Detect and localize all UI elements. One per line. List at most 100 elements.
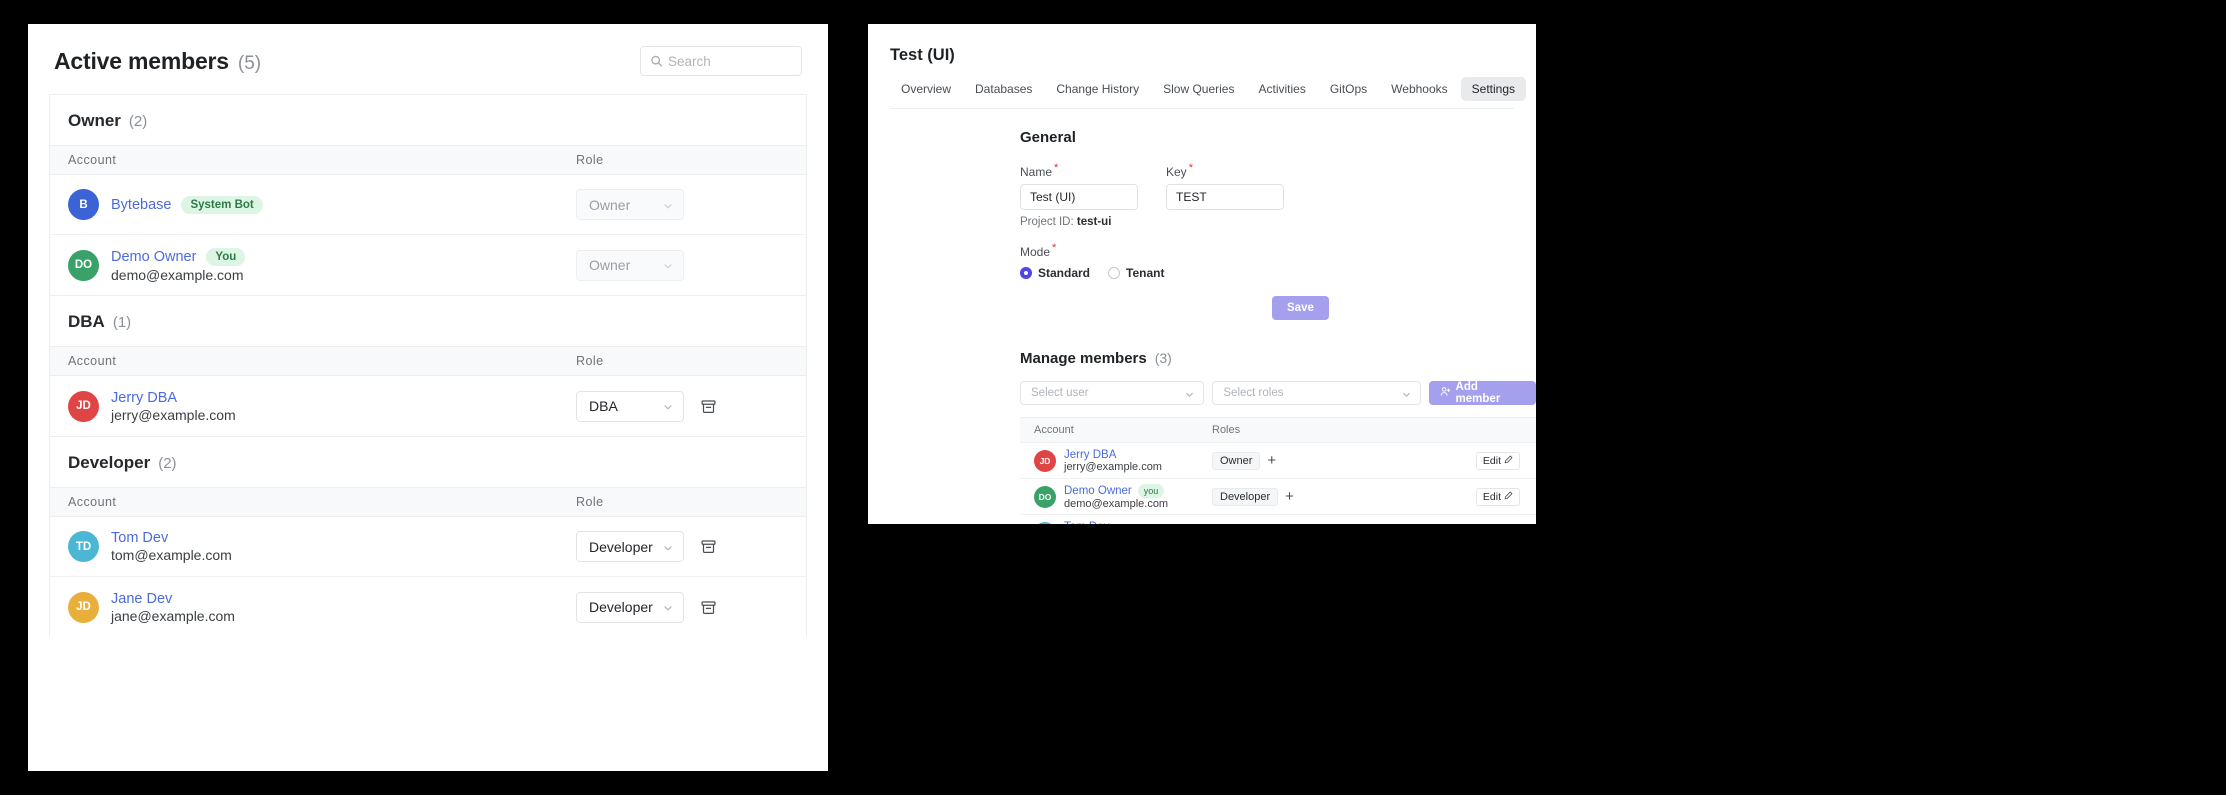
role-chip[interactable]: Developer bbox=[1212, 487, 1279, 506]
required-star: * bbox=[1188, 162, 1193, 174]
avatar: DO bbox=[68, 249, 99, 281]
save-row: Save bbox=[1020, 296, 1536, 320]
account-cell: JD Jerry DBA jerry@example.com bbox=[1020, 449, 1212, 473]
settings-body: General Name * Test (UI) Project ID: test… bbox=[868, 109, 1536, 524]
active-members-header: Active members (5) Search bbox=[28, 24, 828, 94]
role-dropdown[interactable]: Developer bbox=[576, 531, 684, 562]
tab-overview[interactable]: Overview bbox=[901, 82, 952, 96]
mode-radio-tenant[interactable]: Tenant bbox=[1108, 266, 1164, 280]
member-name-link[interactable]: Demo Owner bbox=[111, 248, 197, 265]
member-name-link[interactable]: Jerry DBA bbox=[1064, 448, 1117, 461]
name-label-text: Name bbox=[1020, 165, 1053, 179]
member-name-link[interactable]: Tom Dev bbox=[1064, 521, 1109, 524]
member-name-link[interactable]: Tom Dev bbox=[111, 530, 169, 546]
edit-icon bbox=[1504, 491, 1513, 503]
account-text: Bytebase System Bot bbox=[111, 195, 263, 214]
tab-activities[interactable]: Activities bbox=[1258, 82, 1306, 96]
role-chip[interactable]: Owner bbox=[1212, 451, 1261, 470]
name-label: Name * bbox=[1020, 162, 1138, 179]
table-row: DO Demo Owner you demo@example.com Developer… bbox=[1020, 479, 1536, 515]
select-roles-dropdown[interactable]: Select roles bbox=[1212, 381, 1421, 405]
save-button[interactable]: Save bbox=[1272, 296, 1329, 320]
manage-members-table-header: Account Roles bbox=[1020, 418, 1536, 443]
key-input-value: TEST bbox=[1176, 190, 1207, 204]
table-row: DO Demo Owner You demo@example.com Owner bbox=[50, 235, 806, 295]
account-text: Jane Dev jane@example.com bbox=[111, 591, 235, 624]
avatar: JD bbox=[68, 591, 99, 623]
search-placeholder: Search bbox=[668, 53, 711, 69]
member-name-link[interactable]: Jerry DBA bbox=[111, 389, 178, 406]
active-members-panel: Active members (5) Search Owner (2) Accoun… bbox=[28, 24, 828, 771]
key-input[interactable]: TEST bbox=[1166, 184, 1284, 210]
add-member-button[interactable]: Add member bbox=[1428, 381, 1536, 405]
key-field-group: Key * TEST bbox=[1166, 162, 1284, 228]
role-value: Developer bbox=[589, 538, 653, 555]
manage-members-controls: Select user Select roles bbox=[1020, 381, 1536, 405]
mode-label: Mode * bbox=[1020, 242, 1536, 259]
group-title: Owner (2) bbox=[50, 95, 806, 145]
delete-icon[interactable] bbox=[700, 398, 717, 415]
account-name-line: Demo Owner You bbox=[111, 247, 246, 266]
group-name: Owner bbox=[68, 111, 121, 130]
role-cell: Owner bbox=[576, 249, 806, 281]
add-role-icon[interactable]: + bbox=[1267, 452, 1277, 469]
select-user-placeholder: Select user bbox=[1031, 387, 1089, 399]
status-badge: You bbox=[206, 247, 246, 266]
role-cell: Owner bbox=[576, 189, 806, 220]
role-dropdown: Owner bbox=[576, 189, 684, 220]
column-header-roles: Roles bbox=[1212, 424, 1241, 436]
member-name-link[interactable]: Demo Owner bbox=[1064, 484, 1132, 497]
select-user-dropdown[interactable]: Select user bbox=[1020, 381, 1205, 405]
name-input[interactable]: Test (UI) bbox=[1020, 184, 1138, 210]
avatar: JD bbox=[68, 390, 99, 422]
search-input[interactable]: Search bbox=[640, 46, 802, 76]
chevron-down-icon bbox=[662, 259, 674, 271]
radio-icon bbox=[1108, 267, 1121, 279]
tab-change-history[interactable]: Change History bbox=[1056, 82, 1140, 96]
user-plus-icon bbox=[1440, 386, 1451, 400]
account-cell: JD Jane Dev jane@example.com bbox=[50, 591, 576, 624]
account-cell: DO Demo Owner you demo@example.com bbox=[1020, 483, 1212, 510]
tab-databases[interactable]: Databases bbox=[975, 82, 1033, 96]
member-name-link[interactable]: Bytebase bbox=[111, 196, 172, 213]
delete-icon[interactable] bbox=[700, 538, 717, 555]
edit-button[interactable]: Edit bbox=[1475, 451, 1520, 470]
member-email: jerry@example.com bbox=[1064, 460, 1162, 473]
required-star: * bbox=[1052, 242, 1057, 254]
delete-icon[interactable] bbox=[700, 599, 717, 616]
members-table: Owner (2) Account Role B Bytebase System Bot Ow… bbox=[49, 94, 807, 637]
column-header-role: Role bbox=[576, 495, 604, 509]
name-input-value: Test (UI) bbox=[1030, 190, 1076, 204]
key-label-text: Key bbox=[1166, 165, 1187, 179]
edit-icon bbox=[1504, 455, 1513, 467]
member-email: jane@example.com bbox=[111, 607, 235, 624]
role-value: Owner bbox=[589, 257, 631, 273]
tab-settings[interactable]: Settings bbox=[1460, 77, 1527, 101]
account-text: Jerry DBA jerry@example.com bbox=[111, 390, 236, 423]
role-value: DBA bbox=[589, 398, 618, 414]
mode-radio-standard[interactable]: Standard bbox=[1020, 266, 1090, 280]
tab-slow-queries[interactable]: Slow Queries bbox=[1163, 82, 1235, 96]
role-dropdown[interactable]: Developer bbox=[576, 591, 684, 623]
avatar: TD bbox=[1034, 522, 1056, 524]
tab-webhooks[interactable]: Webhooks bbox=[1391, 82, 1448, 96]
account-name-line: Bytebase System Bot bbox=[111, 195, 263, 214]
select-roles-placeholder: Select roles bbox=[1223, 387, 1284, 399]
column-header-account: Account bbox=[1034, 424, 1074, 436]
edit-button[interactable]: Edit bbox=[1475, 487, 1520, 506]
add-role-icon[interactable]: + bbox=[1285, 488, 1294, 505]
active-members-title: Active members bbox=[54, 47, 229, 74]
tab-gitops[interactable]: GitOps bbox=[1329, 82, 1368, 96]
member-email: jerry@example.com bbox=[111, 406, 236, 423]
chevron-down-icon bbox=[1401, 387, 1413, 399]
role-value: Owner bbox=[589, 196, 631, 213]
member-group: DBA (1) Account Role JD Jerry DBA jerry@exampl… bbox=[50, 295, 806, 436]
role-dropdown[interactable]: DBA bbox=[576, 390, 684, 422]
table-row: JD Jerry DBA jerry@example.com Owner + Edit bbox=[1020, 443, 1536, 479]
member-name-link[interactable]: Jane Dev bbox=[111, 590, 173, 607]
mode-radio-group: Standard Tenant bbox=[1020, 266, 1536, 280]
roles-cell: Owner + bbox=[1212, 451, 1476, 470]
